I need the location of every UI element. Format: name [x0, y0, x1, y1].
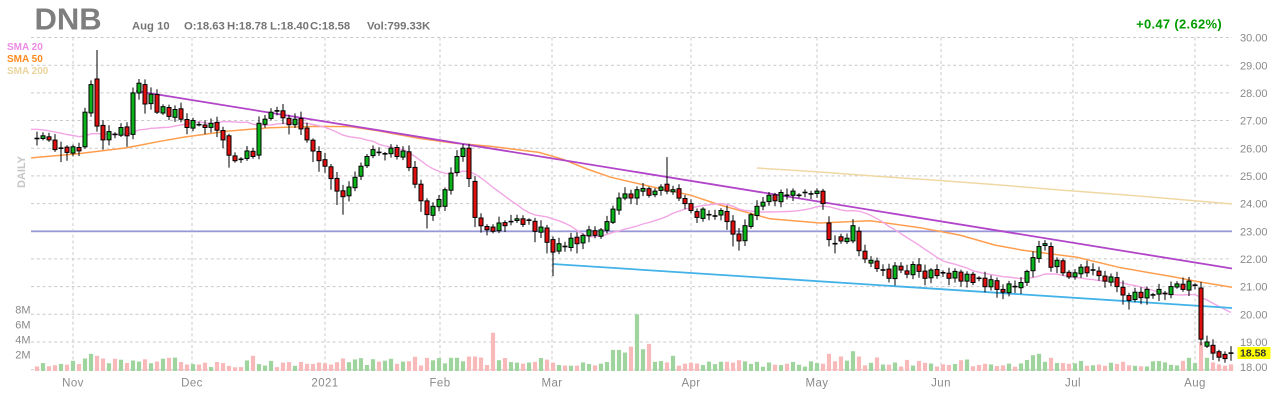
svg-text:SMA 50: SMA 50 [7, 54, 43, 65]
svg-text:18.00: 18.00 [1240, 362, 1268, 374]
svg-text:6M: 6M [15, 320, 30, 332]
svg-text:H:18.78: H:18.78 [227, 21, 267, 33]
svg-text:2M: 2M [15, 350, 30, 362]
svg-text:Nov: Nov [62, 378, 84, 390]
svg-text:Mar: Mar [541, 378, 562, 390]
svg-text:19.00: 19.00 [1240, 337, 1268, 349]
svg-text:SMA 200: SMA 200 [7, 66, 49, 77]
svg-text:+0.47 (2.62%): +0.47 (2.62%) [1136, 17, 1222, 32]
svg-text:18.58: 18.58 [1240, 348, 1266, 360]
svg-text:May: May [806, 378, 829, 390]
svg-text:L:18.40: L:18.40 [270, 21, 309, 33]
svg-text:20.00: 20.00 [1240, 309, 1268, 321]
svg-text:27.00: 27.00 [1240, 116, 1268, 128]
svg-text:Aug 10: Aug 10 [132, 21, 170, 33]
svg-text:Feb: Feb [429, 378, 450, 390]
svg-text:Jun: Jun [931, 378, 951, 390]
svg-text:Dec: Dec [181, 378, 203, 390]
svg-text:30.00: 30.00 [1240, 33, 1268, 45]
svg-text:21.00: 21.00 [1240, 282, 1268, 294]
svg-text:28.00: 28.00 [1240, 88, 1268, 100]
svg-text:O:18.63: O:18.63 [184, 21, 225, 33]
svg-text:Apr: Apr [681, 378, 700, 390]
svg-text:Jul: Jul [1065, 378, 1081, 390]
svg-text:SMA 20: SMA 20 [7, 42, 43, 53]
svg-text:29.00: 29.00 [1240, 60, 1268, 72]
svg-text:25.00: 25.00 [1240, 171, 1268, 183]
svg-text:C:18.58: C:18.58 [310, 21, 350, 33]
svg-text:23.00: 23.00 [1240, 226, 1268, 238]
svg-text:4M: 4M [15, 335, 30, 347]
svg-text:Vol:799.33K: Vol:799.33K [367, 21, 431, 33]
svg-text:2021: 2021 [311, 378, 338, 390]
svg-text:DNB: DNB [35, 2, 102, 37]
svg-text:24.00: 24.00 [1240, 199, 1268, 211]
svg-text:22.00: 22.00 [1240, 254, 1268, 266]
svg-text:DAILY: DAILY [16, 155, 28, 188]
svg-text:8M: 8M [15, 305, 30, 317]
svg-text:Aug: Aug [1184, 378, 1206, 390]
svg-text:26.00: 26.00 [1240, 143, 1268, 155]
